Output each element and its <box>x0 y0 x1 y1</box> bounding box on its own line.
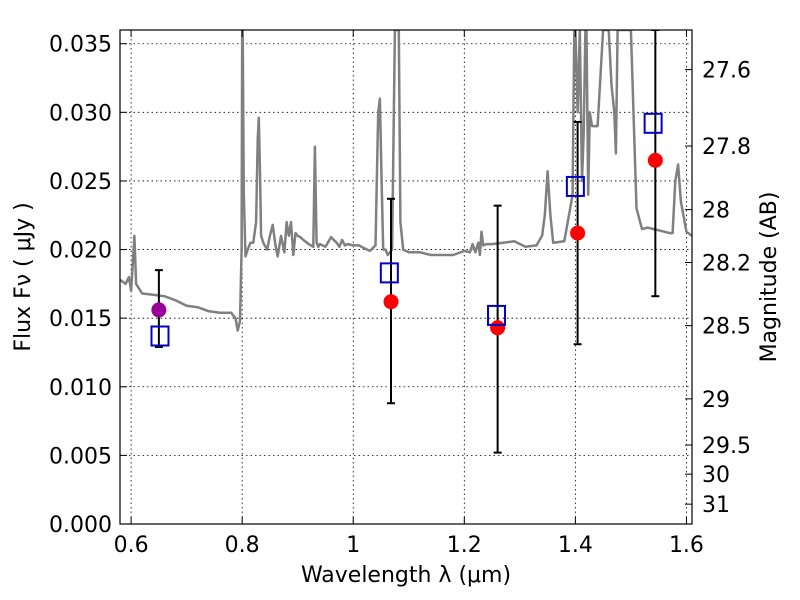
data-point-square <box>487 304 507 326</box>
y-tick-label: 0.030 <box>49 101 112 126</box>
plot-frame <box>119 29 693 525</box>
magnitude-tick-label: 27.8 <box>702 135 751 160</box>
data-point-square <box>565 175 585 197</box>
y-axis-label: Flux Fν ( μJy ) <box>11 202 36 351</box>
x-tick-label: 1 <box>346 533 360 558</box>
data-point-circle <box>570 225 586 241</box>
data-point-circle <box>383 294 399 310</box>
magnitude-tick-label: 29 <box>702 388 730 413</box>
y-tick-label: 0.020 <box>49 239 112 264</box>
data-point-circle <box>151 302 167 318</box>
y-tick-label: 0.035 <box>49 33 112 58</box>
data-point-square <box>379 262 399 284</box>
y-tick-label: 0.010 <box>49 376 112 401</box>
x-tick-label: 1.2 <box>447 533 482 558</box>
x-tick-label: 1.4 <box>558 533 593 558</box>
x-tick-label: 0.8 <box>225 533 260 558</box>
magnitude-axis-label: Magnitude (AB) <box>757 192 782 363</box>
y-tick-label: 0.025 <box>49 170 112 195</box>
data-point-circle <box>647 152 663 168</box>
magnitude-tick-label: 31 <box>702 493 730 518</box>
plot-area <box>120 30 692 454</box>
magnitude-tick-label: 28.5 <box>702 315 751 340</box>
y-tick-label: 0.015 <box>49 307 112 332</box>
magnitude-tick-label: 30 <box>702 463 730 488</box>
x-tick-label: 1.6 <box>669 533 704 558</box>
magnitude-tick-label: 29.5 <box>702 434 751 459</box>
data-point-circle <box>490 320 506 336</box>
magnitude-tick-label: 28 <box>702 199 730 224</box>
data-markers <box>150 112 663 347</box>
y-axis-ticks: 0.000 0.005 0.010 0.015 0.020 0.025 0.030 0.035 <box>49 33 127 538</box>
magnitude-tick-label: 27.6 <box>702 59 751 84</box>
y-tick-label: 0.005 <box>49 444 112 469</box>
data-point-square <box>150 325 170 347</box>
spectrum-line <box>120 30 692 332</box>
data-point-square <box>643 112 663 134</box>
x-axis-ticks: 0.6 0.8 1 1.2 1.4 1.6 <box>114 30 704 558</box>
magnitude-axis-ticks: 27.6 27.8 28 28.2 28.5 29 29.5 30 31 <box>685 59 751 518</box>
y-tick-label: 0.000 <box>49 513 112 538</box>
x-axis-label: Wavelength λ (μm) <box>301 563 511 588</box>
magnitude-tick-label: 28.2 <box>702 252 751 277</box>
x-tick-label: 0.6 <box>114 533 149 558</box>
